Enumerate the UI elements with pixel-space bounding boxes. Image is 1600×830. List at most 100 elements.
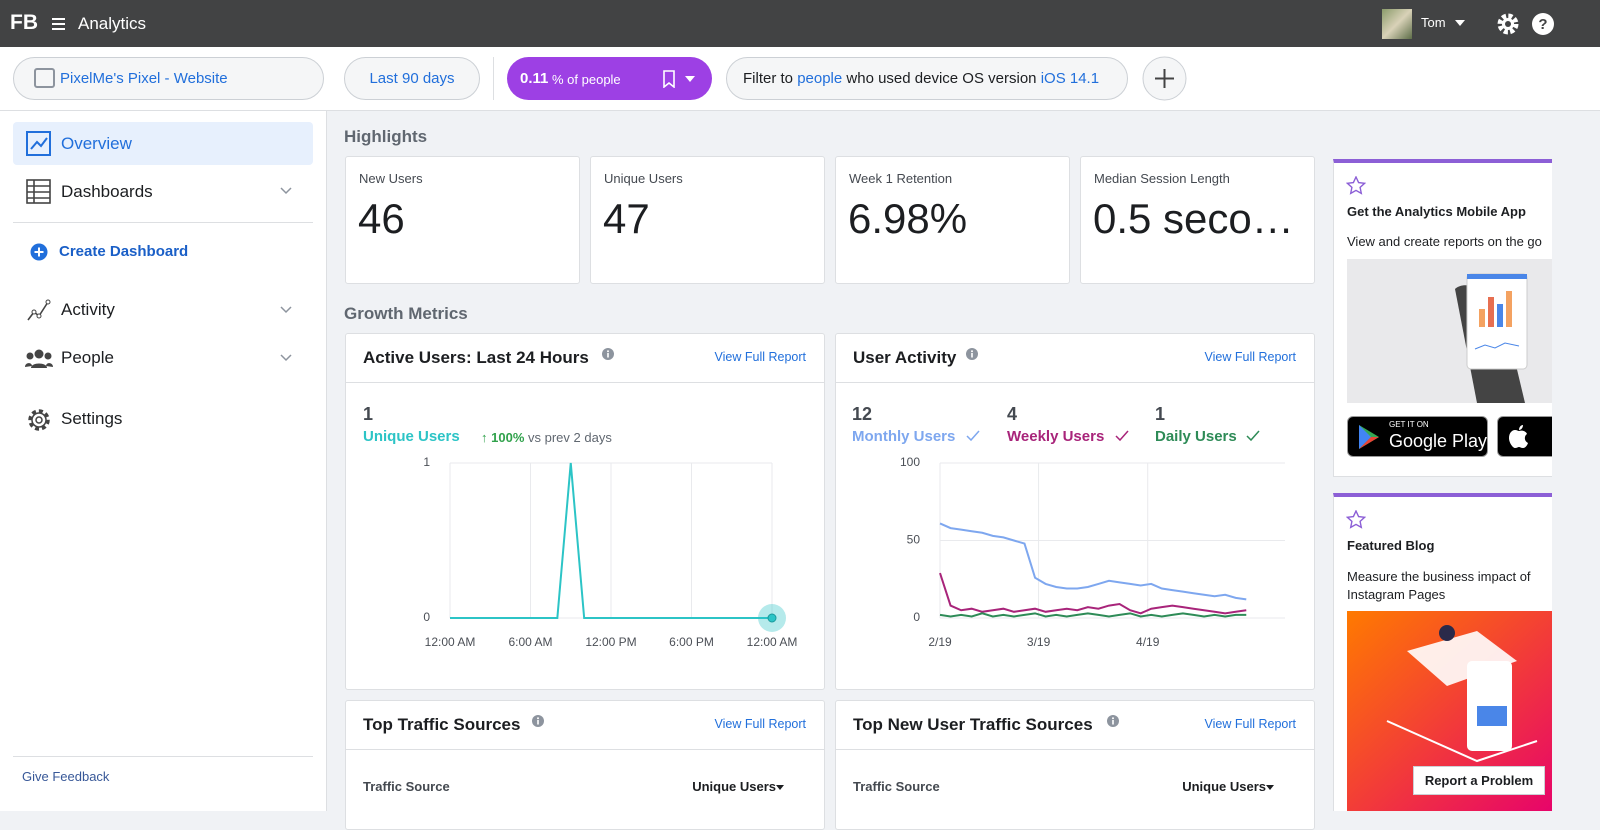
view-report[interactable]: View Full Report <box>1204 350 1296 364</box>
series-line <box>939 572 1247 615</box>
promo-title: Featured Blog <box>1347 538 1435 553</box>
column-header[interactable]: Unique Users <box>692 779 776 794</box>
column-header[interactable]: Unique Users <box>1182 779 1266 794</box>
source-pill[interactable] <box>13 57 324 100</box>
dashboards-icon <box>26 179 51 204</box>
nav-item[interactable]: Settings <box>61 409 123 428</box>
kpi-label: Unique Users <box>604 171 683 186</box>
column-header: Traffic Source <box>363 779 450 794</box>
filter-text: Filter to <box>743 70 794 87</box>
info-icon[interactable] <box>966 348 978 360</box>
view-report[interactable]: View Full Report <box>714 350 806 364</box>
info-icon[interactable] <box>1107 715 1119 727</box>
chevron[interactable] <box>280 306 292 314</box>
view-report[interactable]: View Full Report <box>714 717 806 731</box>
hover-dot <box>767 613 777 623</box>
range-pill[interactable] <box>344 57 480 100</box>
change-text: vs prev 2 days <box>528 430 612 445</box>
app-name: Analytics <box>78 14 147 33</box>
x-tick-label: 12:00 PM <box>585 635 636 649</box>
metric-value: 1 <box>363 404 374 424</box>
source-name[interactable]: PixelMe's Pixel - Website <box>60 70 228 87</box>
card-divider <box>346 382 824 383</box>
user-name[interactable]: Tom <box>1421 15 1446 30</box>
overview-icon <box>26 131 51 156</box>
promo-column: Get the Analytics Mobile App View and cr… <box>1333 159 1552 811</box>
kpi-value: 0.5 seco… <box>1093 195 1294 242</box>
help-icon[interactable]: ? <box>1531 12 1555 36</box>
kpi-card <box>835 156 1070 284</box>
x-tick-label: 2/19 <box>928 635 952 649</box>
nav-item[interactable]: Activity <box>61 300 115 319</box>
activity-icon <box>27 299 51 321</box>
y-tick-label: 0 <box>423 610 430 624</box>
filter-link[interactable]: people <box>797 70 843 87</box>
section-title: Highlights <box>344 127 428 146</box>
table-title: Top New User Traffic Sources <box>853 715 1093 734</box>
filter-text: who used device OS version <box>846 70 1037 87</box>
segment-icons[interactable] <box>662 70 702 88</box>
legend-label[interactable]: Monthly Users <box>852 428 956 445</box>
check <box>966 430 980 442</box>
promo-text: Measure the business impact of Instagram… <box>1347 569 1531 602</box>
sort-caret <box>776 785 784 790</box>
create-dashboard[interactable]: Create Dashboard <box>59 243 189 260</box>
table-title: Top Traffic Sources <box>363 715 521 734</box>
star-icon[interactable] <box>1346 510 1366 530</box>
create-icon <box>30 243 48 261</box>
kpi-label: Week 1 Retention <box>849 171 953 186</box>
settings-icon <box>28 409 50 431</box>
x-tick-label: 12:00 AM <box>747 635 798 649</box>
metric-value: 12 <box>852 404 873 424</box>
chart-title: Active Users: Last 24 Hours <box>363 348 589 367</box>
segment-value: 0.11 <box>520 70 549 87</box>
apple-icon <box>1509 425 1528 448</box>
nav-active[interactable] <box>13 122 313 165</box>
feedback[interactable]: Give Feedback <box>22 769 110 784</box>
chart-card <box>345 333 825 690</box>
report-problem[interactable]: Report a Problem <box>1413 766 1545 795</box>
y-tick-label: 1 <box>423 455 430 469</box>
card-divider <box>836 382 1314 383</box>
chevron[interactable] <box>280 187 292 195</box>
filter-link[interactable]: iOS 14.1 <box>1040 70 1100 87</box>
table-card <box>345 700 825 830</box>
play-icon <box>1359 425 1379 449</box>
change-value: 100% <box>491 430 525 445</box>
x-tick-label: 12:00 AM <box>425 635 476 649</box>
avatar[interactable] <box>1382 9 1412 39</box>
metric-value: 4 <box>1007 404 1018 424</box>
series-line <box>939 612 1247 618</box>
settings-icon[interactable] <box>1496 12 1520 36</box>
section-title: Growth Metrics <box>344 304 468 323</box>
nav-item[interactable]: People <box>61 348 114 367</box>
x-tick-label: 6:00 PM <box>669 635 714 649</box>
badge-small: GET IT ON <box>1389 420 1429 429</box>
kpi-value: 6.98% <box>848 195 968 242</box>
series-line <box>939 522 1247 601</box>
logo[interactable]: FB <box>10 11 38 34</box>
menu-icon[interactable] <box>52 17 66 31</box>
legend-label[interactable]: Daily Users <box>1155 428 1237 445</box>
caret[interactable] <box>1454 19 1466 27</box>
change: ↑ 100% vs prev 2 days <box>481 430 612 445</box>
kpi-label: Median Session Length <box>1094 171 1230 186</box>
range[interactable]: Last 90 days <box>369 70 455 87</box>
chart-card <box>835 333 1315 690</box>
top-bar <box>0 0 1600 47</box>
nav-item[interactable]: Overview <box>61 134 132 153</box>
filter-pill[interactable] <box>726 57 1128 100</box>
chart-title: User Activity <box>853 348 957 367</box>
star-icon[interactable] <box>1346 176 1366 196</box>
segment-pill[interactable] <box>507 57 712 100</box>
info-icon[interactable] <box>602 348 614 360</box>
y-tick-label: 100 <box>900 455 920 469</box>
view-report[interactable]: View Full Report <box>1204 717 1296 731</box>
legend-label[interactable]: Weekly Users <box>1007 428 1105 445</box>
nav-item[interactable]: Dashboards <box>61 182 153 201</box>
separator <box>13 222 313 223</box>
chevron[interactable] <box>280 354 292 362</box>
add-filter[interactable] <box>1142 56 1187 101</box>
info-icon[interactable] <box>532 715 544 727</box>
kpi-value: 47 <box>603 195 650 242</box>
